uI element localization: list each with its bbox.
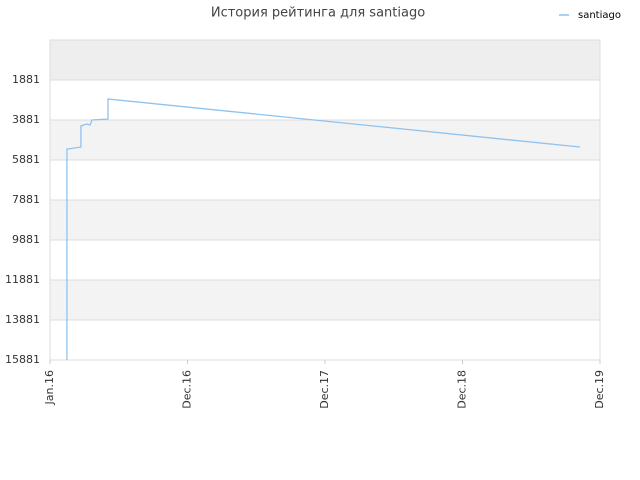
y-tick-label: 9881 — [12, 233, 40, 246]
grid-band — [50, 200, 600, 240]
data-line — [66, 98, 581, 360]
y-tick-label: 7881 — [12, 193, 40, 206]
x-tick-label: Dec.18 — [456, 370, 469, 409]
chart-title: История рейтинга для santiago — [211, 6, 425, 21]
legend-label: santiago — [578, 10, 621, 21]
y-tick-label: 5881 — [12, 153, 40, 166]
y-tick-label: 1881 — [12, 73, 40, 86]
grid-band — [50, 280, 600, 320]
grid-band — [50, 40, 600, 80]
x-tick-label: Dec.17 — [318, 370, 331, 409]
x-tick-label: Jan.16 — [43, 370, 56, 405]
y-tick-label: 3881 — [12, 113, 40, 126]
y-tick-label: 13881 — [5, 313, 40, 326]
y-tick-label: 11881 — [5, 273, 40, 286]
x-tick-label: Dec.19 — [593, 370, 606, 409]
y-tick-label: 15881 — [5, 353, 40, 366]
x-tick-label: Dec.16 — [181, 370, 194, 409]
